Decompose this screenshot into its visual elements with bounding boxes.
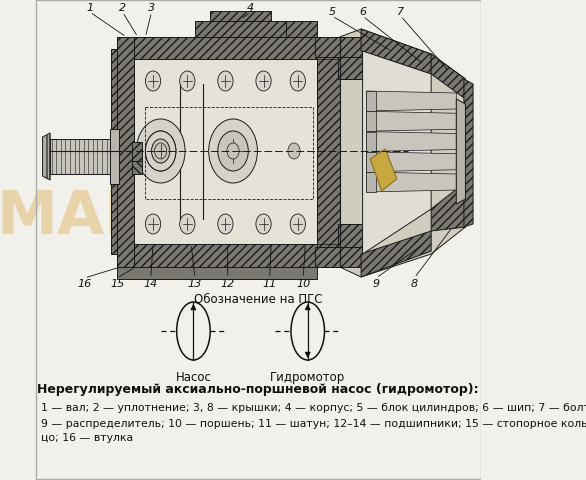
Text: 1: 1 xyxy=(86,3,93,13)
Circle shape xyxy=(180,72,195,92)
Polygon shape xyxy=(366,92,456,112)
Polygon shape xyxy=(117,244,317,267)
Polygon shape xyxy=(431,55,465,100)
Polygon shape xyxy=(363,52,431,254)
Circle shape xyxy=(145,132,176,172)
Polygon shape xyxy=(195,22,287,38)
Text: 9 — распределитель; 10 — поршень; 11 — шатун; 12–14 — подшипники; 15 — стопорное: 9 — распределитель; 10 — поршень; 11 — ш… xyxy=(41,418,586,428)
Circle shape xyxy=(137,120,185,184)
Text: 14: 14 xyxy=(144,278,158,288)
Polygon shape xyxy=(340,30,465,277)
Circle shape xyxy=(145,215,161,235)
Polygon shape xyxy=(132,162,142,175)
Circle shape xyxy=(145,132,176,172)
Text: 9: 9 xyxy=(373,278,380,288)
Circle shape xyxy=(288,144,300,160)
Text: 7: 7 xyxy=(397,7,404,17)
Text: 13: 13 xyxy=(188,278,202,288)
Text: 1 — вал; 2 — уплотнение; 3, 8 — крышки; 4 — корпус; 5 — блок цилиндров; 6 — шип;: 1 — вал; 2 — уплотнение; 3, 8 — крышки; … xyxy=(41,402,586,412)
Text: 5: 5 xyxy=(329,7,336,17)
Text: Насос: Насос xyxy=(175,370,212,383)
Text: цо; 16 — втулка: цо; 16 — втулка xyxy=(41,432,133,442)
Polygon shape xyxy=(43,134,50,180)
Circle shape xyxy=(256,215,271,235)
Circle shape xyxy=(256,72,271,92)
Text: 2: 2 xyxy=(119,3,126,13)
Polygon shape xyxy=(366,132,456,152)
Polygon shape xyxy=(366,173,456,192)
Polygon shape xyxy=(111,50,117,254)
Polygon shape xyxy=(366,112,456,132)
Circle shape xyxy=(180,215,195,235)
Text: 8: 8 xyxy=(411,278,418,288)
Text: Обозначение на ПГС: Обозначение на ПГС xyxy=(194,293,322,306)
Polygon shape xyxy=(117,38,134,267)
Polygon shape xyxy=(338,225,370,248)
Text: 3: 3 xyxy=(148,3,155,13)
Text: 10: 10 xyxy=(296,278,310,288)
Polygon shape xyxy=(431,182,465,231)
Circle shape xyxy=(218,72,233,92)
Polygon shape xyxy=(361,231,431,277)
Circle shape xyxy=(218,132,248,172)
Text: 4: 4 xyxy=(247,3,254,13)
Circle shape xyxy=(290,215,305,235)
Circle shape xyxy=(218,215,233,235)
Polygon shape xyxy=(366,173,376,192)
Polygon shape xyxy=(117,38,317,60)
Text: МАШСЕРВИС: МАШСЕРВИС xyxy=(0,188,454,247)
Text: 11: 11 xyxy=(263,278,277,288)
Polygon shape xyxy=(366,132,376,152)
Polygon shape xyxy=(110,130,119,185)
Polygon shape xyxy=(132,143,142,162)
Circle shape xyxy=(290,72,305,92)
Text: 16: 16 xyxy=(77,278,91,288)
Circle shape xyxy=(227,144,239,160)
Polygon shape xyxy=(317,38,340,267)
Text: 6: 6 xyxy=(359,7,366,17)
Circle shape xyxy=(155,144,167,160)
Polygon shape xyxy=(210,12,271,22)
Polygon shape xyxy=(315,248,363,267)
Polygon shape xyxy=(366,153,376,172)
Polygon shape xyxy=(117,22,317,38)
Polygon shape xyxy=(361,30,431,75)
Polygon shape xyxy=(366,112,376,132)
Polygon shape xyxy=(464,80,473,228)
Circle shape xyxy=(209,120,257,184)
Polygon shape xyxy=(370,150,397,192)
Polygon shape xyxy=(366,153,456,172)
Circle shape xyxy=(145,72,161,92)
Polygon shape xyxy=(50,140,111,175)
Text: Нерегулируемый аксиально-поршневой насос (гидромотор):: Нерегулируемый аксиально-поршневой насос… xyxy=(38,383,479,396)
Circle shape xyxy=(152,140,170,164)
Polygon shape xyxy=(134,60,317,244)
Polygon shape xyxy=(315,38,363,58)
Polygon shape xyxy=(456,100,465,204)
Text: Гидромотор: Гидромотор xyxy=(270,370,345,383)
Text: 12: 12 xyxy=(220,278,235,288)
Polygon shape xyxy=(366,92,376,112)
Polygon shape xyxy=(338,58,370,80)
Text: 15: 15 xyxy=(110,278,124,288)
Polygon shape xyxy=(117,267,317,279)
